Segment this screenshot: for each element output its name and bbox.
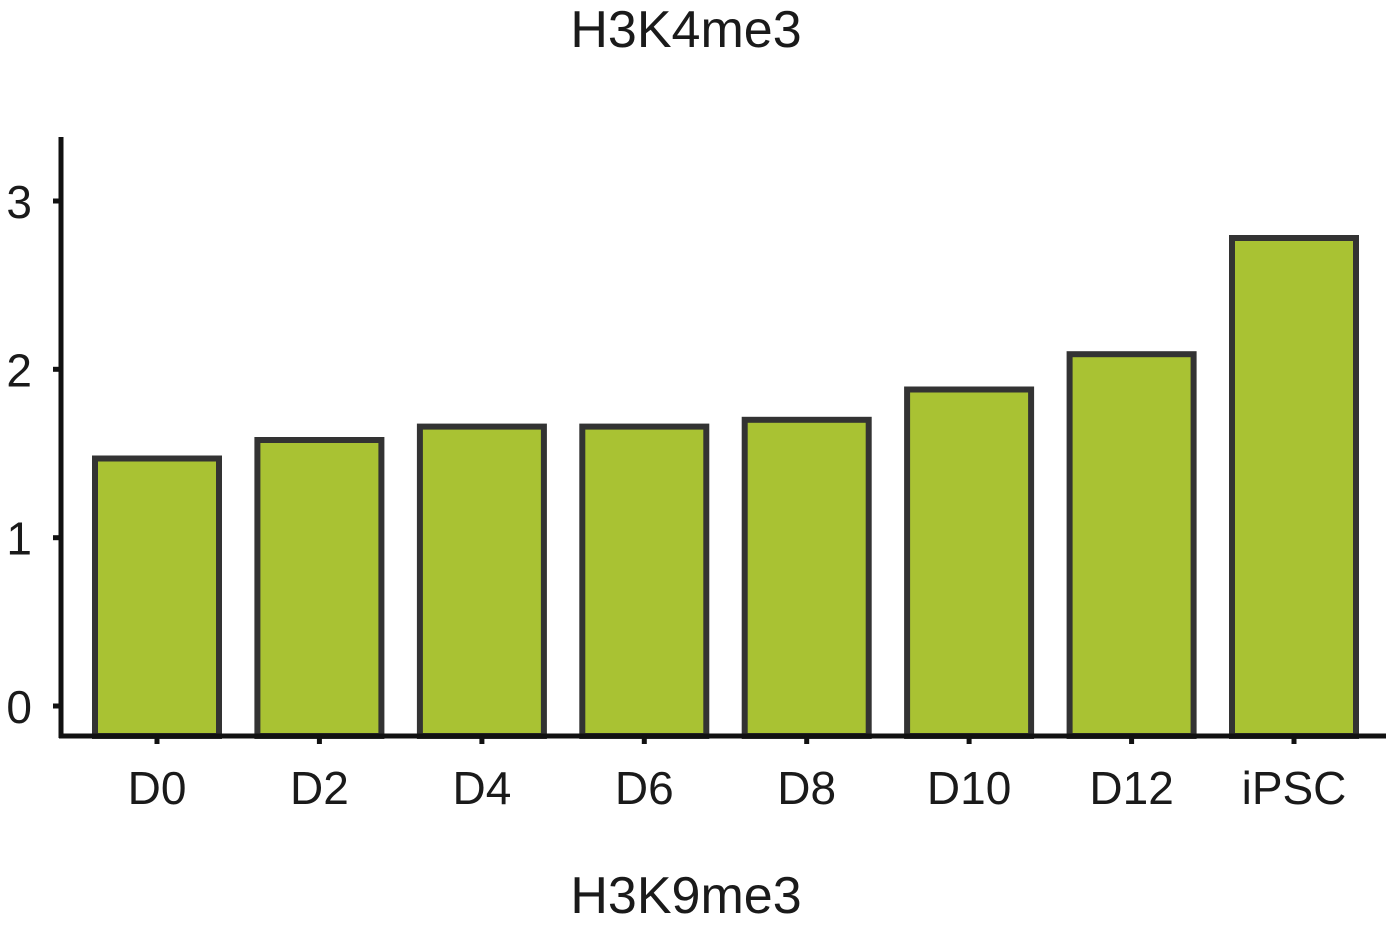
bar-d10	[904, 386, 1035, 739]
x-tick-label: D8	[777, 762, 836, 814]
bar-d2	[254, 437, 385, 739]
bar-d8	[741, 416, 872, 739]
x-tick-label: D6	[615, 762, 674, 814]
axes-group	[58, 137, 1386, 739]
bar-d12	[1066, 351, 1197, 739]
chart-title: H3K4me3	[570, 1, 801, 59]
bar-d0	[92, 455, 222, 739]
x-tick-label: D10	[927, 762, 1011, 814]
bars-group	[92, 235, 1359, 739]
y-tick-label: 0	[6, 681, 32, 733]
x-tick-label: D4	[452, 762, 511, 814]
bar-d4	[416, 423, 547, 739]
bar-d6	[579, 423, 710, 739]
y-tick-label: 2	[6, 344, 32, 396]
bar-ipsc	[1229, 235, 1359, 739]
y-ticks-group: 0 1 2 3	[6, 176, 1297, 744]
x-tick-label: D2	[290, 762, 349, 814]
x-tick-labels-group: D0 D2 D4 D6 D8 D10 D12 iPSC	[128, 762, 1347, 814]
x-tick-label: D0	[128, 762, 187, 814]
y-tick-label: 3	[6, 176, 32, 228]
x-tick-label: D12	[1089, 762, 1173, 814]
x-axis-title: H3K9me3	[570, 867, 801, 925]
y-tick-label: 1	[6, 513, 32, 565]
x-tick-label: iPSC	[1242, 762, 1347, 814]
